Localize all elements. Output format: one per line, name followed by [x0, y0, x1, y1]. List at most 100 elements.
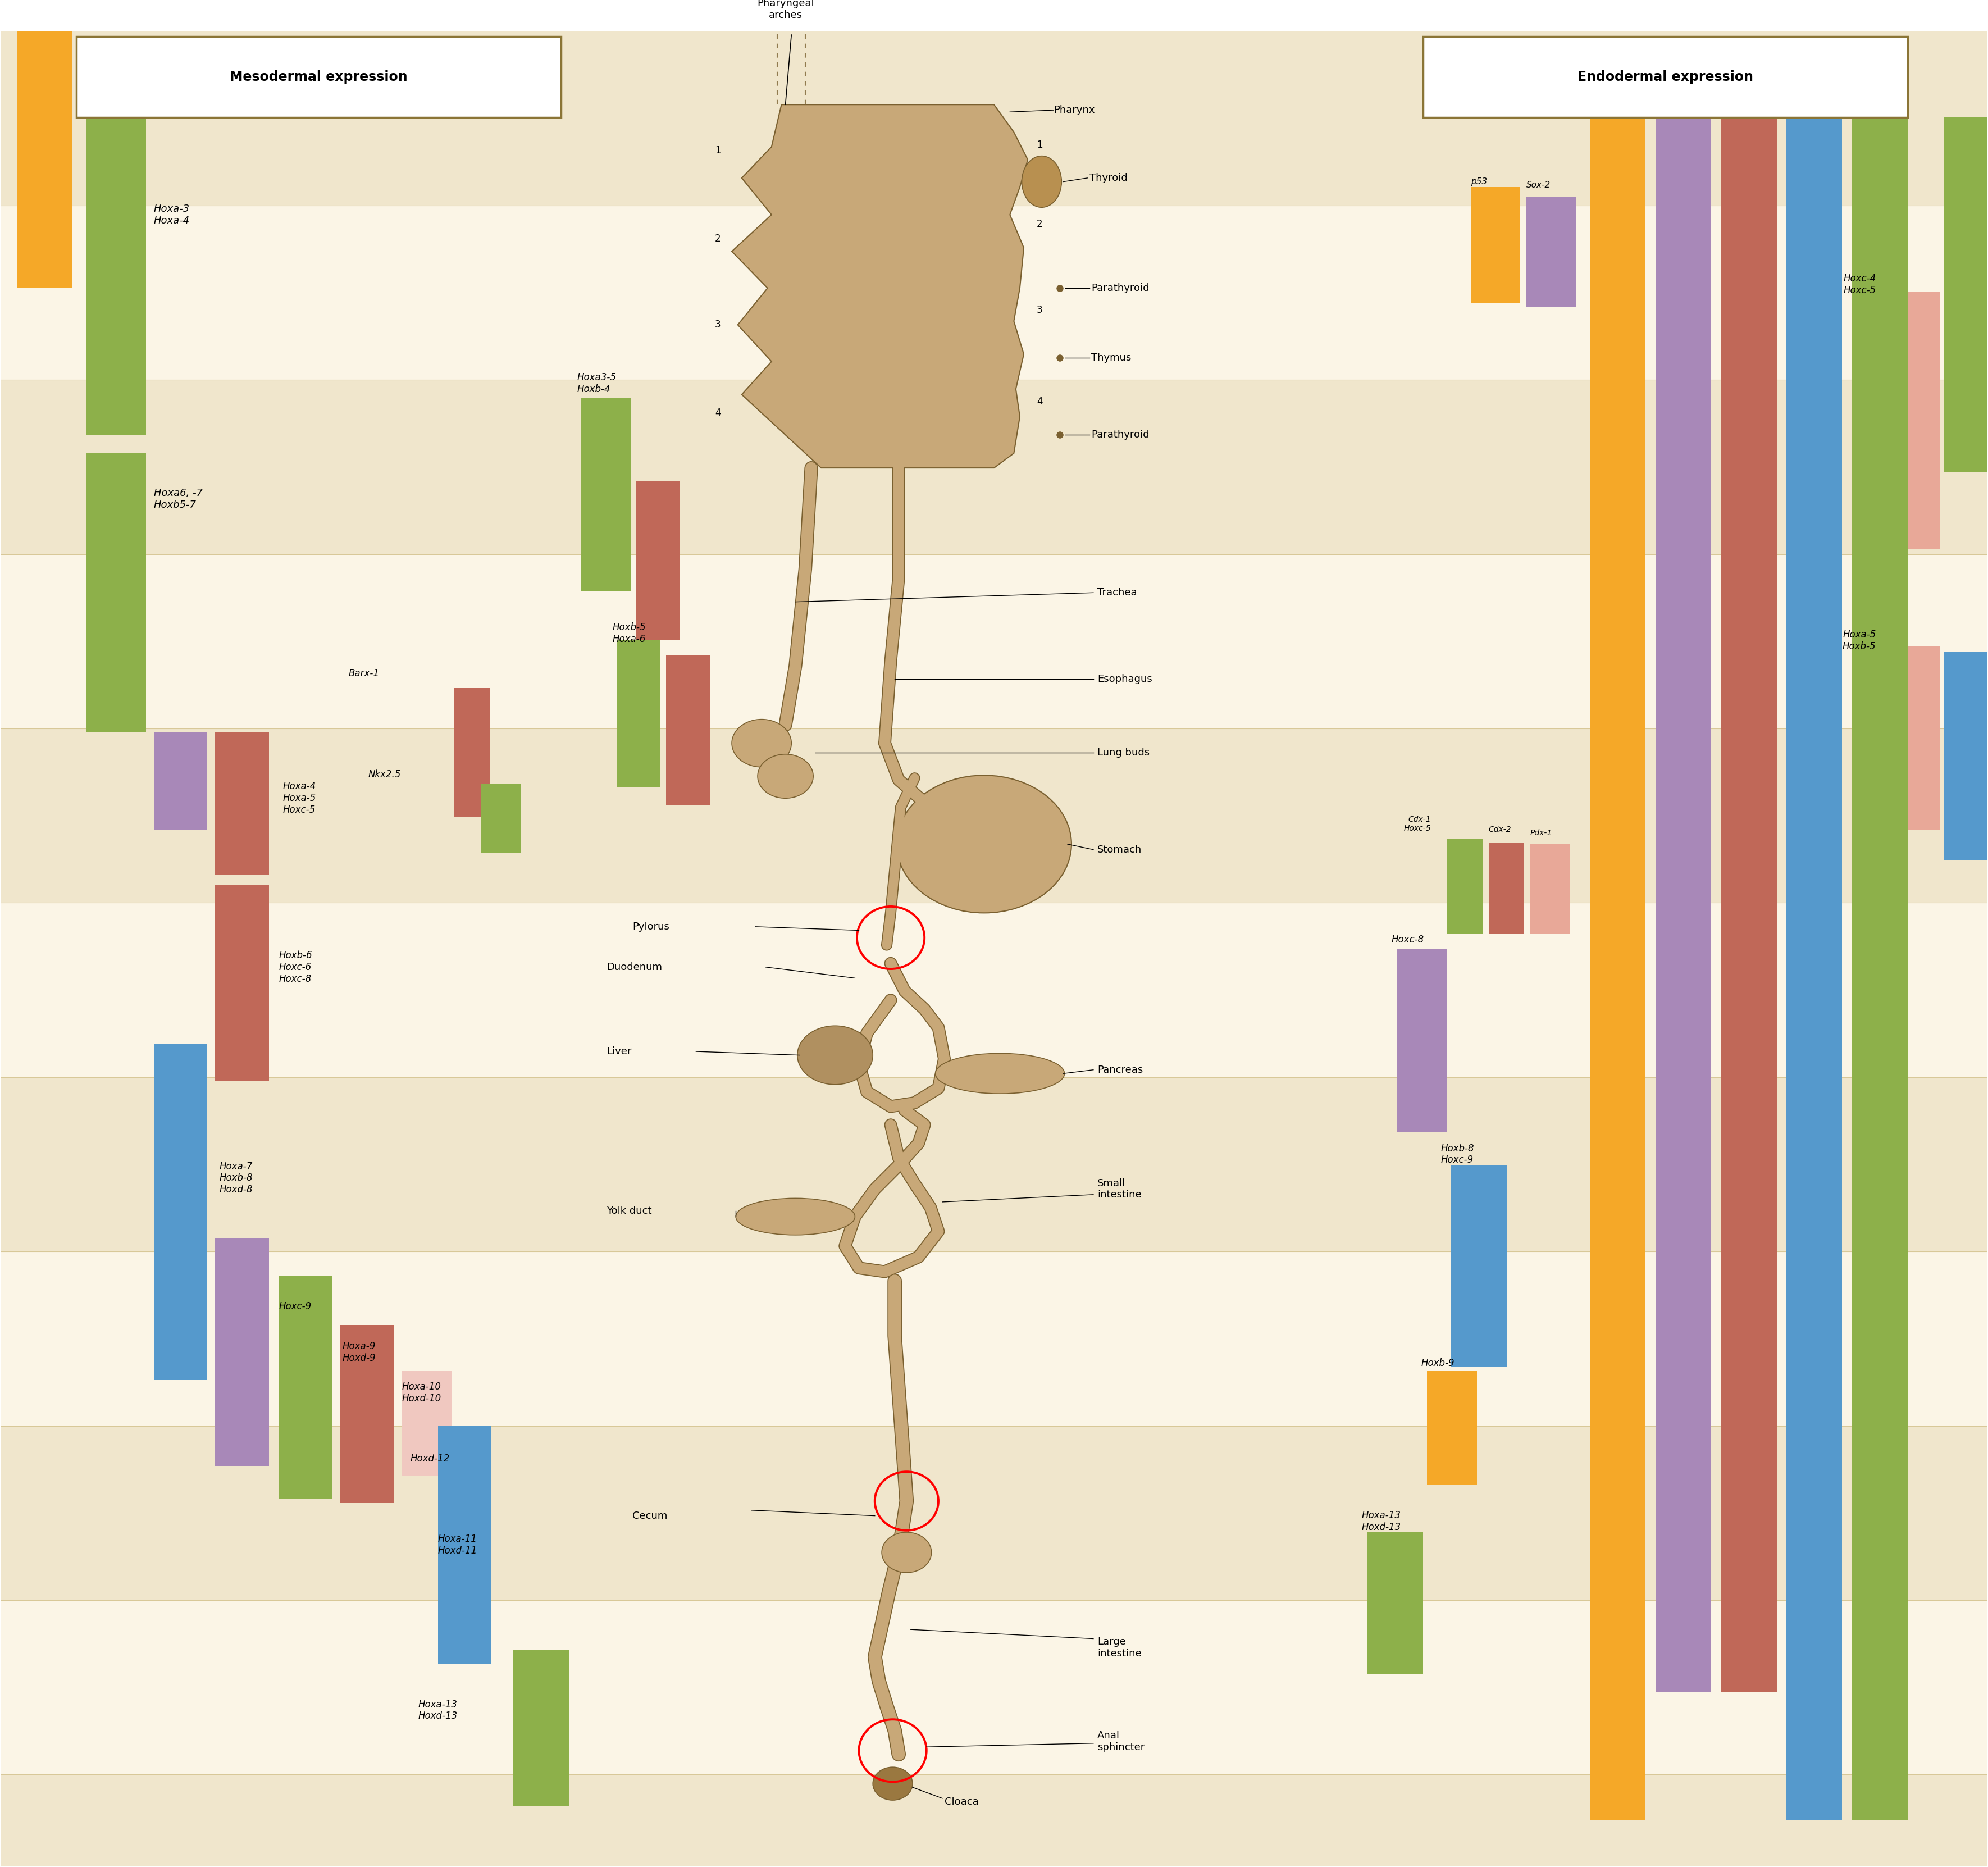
Text: 2: 2	[716, 233, 722, 243]
Text: Trachea: Trachea	[1097, 588, 1137, 597]
Text: Large
intestine: Large intestine	[1097, 1637, 1141, 1658]
FancyBboxPatch shape	[1423, 37, 1908, 118]
Ellipse shape	[1022, 157, 1062, 207]
Text: Nkx2.5: Nkx2.5	[368, 769, 402, 779]
Bar	[0, 379, 1988, 554]
Text: Parathyroid: Parathyroid	[1091, 429, 1149, 441]
Bar	[1656, 95, 1712, 1692]
Text: Cdx-1
Hoxc-5: Cdx-1 Hoxc-5	[1404, 816, 1431, 833]
Bar	[513, 1650, 569, 1805]
Bar	[1427, 1370, 1477, 1484]
Text: 3: 3	[1036, 304, 1042, 316]
Text: Hoxc-9: Hoxc-9	[278, 1301, 312, 1313]
Ellipse shape	[936, 1053, 1064, 1094]
FancyBboxPatch shape	[76, 37, 561, 118]
Text: Thymus: Thymus	[1091, 353, 1131, 362]
Text: Hoxa-4
Hoxa-5
Hoxc-5: Hoxa-4 Hoxa-5 Hoxc-5	[282, 782, 316, 816]
Text: Thyroid: Thyroid	[1089, 174, 1127, 183]
Text: 4: 4	[1036, 398, 1042, 407]
Text: Hoxa-3
Hoxa-4: Hoxa-3 Hoxa-4	[153, 204, 189, 226]
Bar	[453, 689, 489, 816]
Bar	[0, 32, 1988, 205]
Bar	[437, 1426, 491, 1663]
Bar	[1531, 844, 1571, 933]
Bar	[0, 554, 1988, 728]
Text: Duodenum: Duodenum	[606, 962, 662, 973]
Text: Anal
sphincter: Anal sphincter	[1097, 1731, 1145, 1753]
Text: Cecum: Cecum	[632, 1510, 668, 1522]
Text: Hoxa-9
Hoxd-9: Hoxa-9 Hoxd-9	[342, 1342, 376, 1363]
Text: 1: 1	[716, 146, 722, 155]
Bar	[0, 1077, 1988, 1251]
Bar	[215, 885, 268, 1081]
Bar	[1447, 838, 1483, 933]
Bar	[0, 205, 1988, 379]
Text: Hoxd-12: Hoxd-12	[410, 1454, 449, 1464]
Bar	[1944, 652, 1988, 861]
Bar	[340, 1326, 394, 1503]
Bar	[1368, 1533, 1423, 1673]
Text: Stomach: Stomach	[1097, 844, 1141, 855]
Ellipse shape	[797, 1025, 873, 1085]
Bar	[580, 398, 630, 590]
Text: Small
intestine: Small intestine	[1097, 1178, 1141, 1200]
Bar	[0, 728, 1988, 904]
Text: 3: 3	[716, 319, 722, 330]
Text: Endodermal expression: Endodermal expression	[1578, 71, 1753, 84]
Text: Hoxb-6
Hoxc-6
Hoxc-8: Hoxb-6 Hoxc-6 Hoxc-8	[278, 950, 312, 984]
Text: Pharynx: Pharynx	[1054, 105, 1095, 116]
Text: Hoxa-3: Hoxa-3	[1831, 103, 1865, 114]
Text: Sox-2: Sox-2	[1527, 181, 1551, 190]
Text: Pdx-1: Pdx-1	[1531, 829, 1553, 836]
Bar	[0, 1251, 1988, 1426]
Text: Cloaca: Cloaca	[944, 1796, 978, 1807]
Ellipse shape	[897, 775, 1072, 913]
Text: Pylorus: Pylorus	[632, 922, 670, 932]
Bar	[215, 1238, 268, 1466]
Polygon shape	[732, 105, 1028, 469]
Bar	[153, 732, 207, 829]
Text: Hoxc-4
Hoxc-5: Hoxc-4 Hoxc-5	[1843, 274, 1877, 295]
Bar	[1527, 196, 1576, 306]
Text: Hoxa3-5
Hoxb-4: Hoxa3-5 Hoxb-4	[577, 373, 616, 394]
Text: 2: 2	[1036, 218, 1042, 230]
Bar	[85, 454, 145, 732]
Text: Yolk duct: Yolk duct	[606, 1206, 652, 1215]
Text: Hoxc-8: Hoxc-8	[1392, 935, 1423, 945]
Bar	[616, 640, 660, 788]
Bar	[636, 482, 680, 640]
Text: Liver: Liver	[606, 1046, 632, 1057]
Bar	[1722, 95, 1777, 1692]
Text: Lung buds: Lung buds	[1097, 747, 1149, 758]
Text: Hoxb-5
Hoxa-6: Hoxb-5 Hoxa-6	[612, 622, 646, 644]
Text: Hoxb-9: Hoxb-9	[1421, 1359, 1455, 1369]
Bar	[1885, 291, 1940, 549]
Bar	[1398, 948, 1447, 1131]
Text: p53: p53	[1471, 177, 1487, 187]
Text: Hoxa6, -7
Hoxb5-7: Hoxa6, -7 Hoxb5-7	[153, 489, 203, 510]
Bar	[85, 119, 145, 435]
Bar	[1787, 95, 1843, 1820]
Text: Cdx-2: Cdx-2	[1489, 825, 1511, 833]
Text: Hoxa-13
Hoxd-13: Hoxa-13 Hoxd-13	[417, 1699, 457, 1721]
Bar	[1853, 95, 1908, 1820]
Bar	[16, 32, 72, 288]
Bar	[1885, 646, 1940, 829]
Text: Hoxa-10
Hoxd-10: Hoxa-10 Hoxd-10	[402, 1382, 441, 1404]
Text: 4: 4	[716, 407, 722, 418]
Bar	[0, 1774, 1988, 1867]
Ellipse shape	[873, 1768, 912, 1800]
Bar	[481, 784, 521, 853]
Text: Pharyngeal
arches: Pharyngeal arches	[757, 0, 813, 21]
Bar	[153, 1044, 207, 1380]
Bar	[215, 732, 268, 876]
Bar	[666, 655, 710, 805]
Text: Mesodermal expression: Mesodermal expression	[231, 71, 408, 84]
Bar	[402, 1370, 451, 1475]
Bar	[0, 1600, 1988, 1774]
Text: Hoxa-11
Hoxd-11: Hoxa-11 Hoxd-11	[437, 1535, 477, 1555]
Bar	[1451, 1165, 1507, 1367]
Bar	[278, 1275, 332, 1499]
Text: Hoxa-13
Hoxd-13: Hoxa-13 Hoxd-13	[1362, 1510, 1402, 1533]
Ellipse shape	[732, 719, 791, 767]
